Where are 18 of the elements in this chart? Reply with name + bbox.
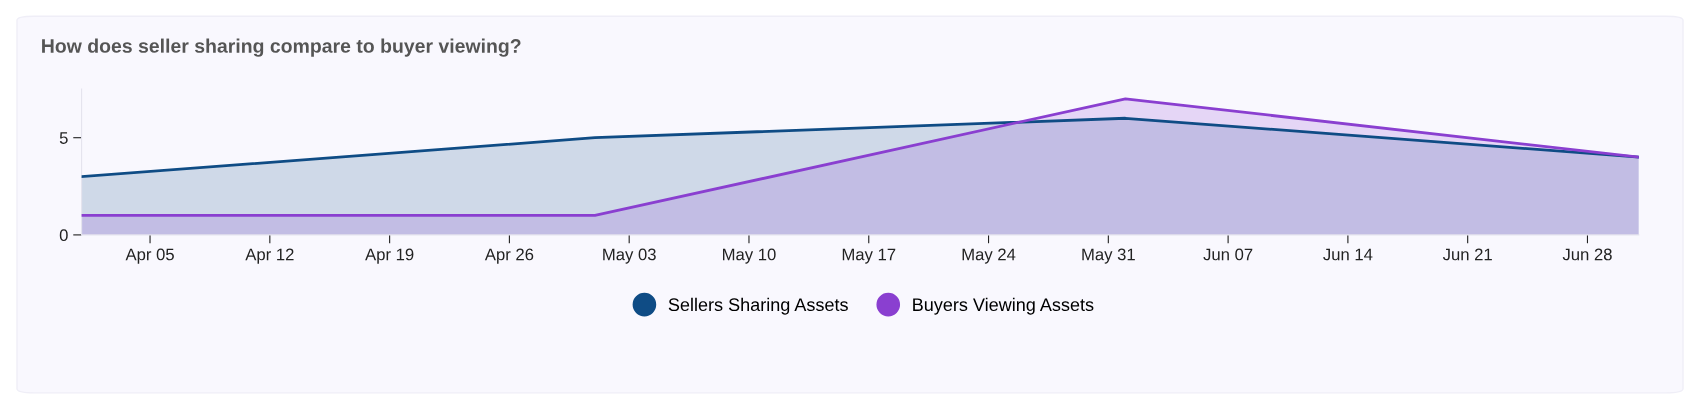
chart-title: How does seller sharing compare to buyer viewing? xyxy=(42,38,521,57)
y-tick-label: 5 xyxy=(59,132,68,144)
x-tick-label: May 10 xyxy=(723,248,776,264)
x-tick-label: Apr 26 xyxy=(484,248,534,264)
x-tick-label: Apr 12 xyxy=(245,248,294,264)
x-tick-label: Jun 07 xyxy=(1203,248,1253,261)
x-tick-label: Jun 21 xyxy=(1442,248,1492,261)
x-tick-label: Jun 28 xyxy=(1562,248,1612,261)
x-tick-label: May 17 xyxy=(842,248,896,264)
x-tick-label: May 03 xyxy=(603,248,656,264)
x-tick-label: Apr 19 xyxy=(365,248,414,264)
x-tick-label: Jun 14 xyxy=(1323,248,1373,261)
x-tick-label: May 31 xyxy=(1082,248,1135,264)
y-tick-label: 0 xyxy=(59,229,68,242)
legend-label: Buyers Viewing Assets xyxy=(913,297,1094,315)
legend-label: Sellers Sharing Assets xyxy=(668,297,848,315)
x-tick-label: May 24 xyxy=(962,248,1016,264)
x-tick-label: Apr 05 xyxy=(125,248,174,264)
